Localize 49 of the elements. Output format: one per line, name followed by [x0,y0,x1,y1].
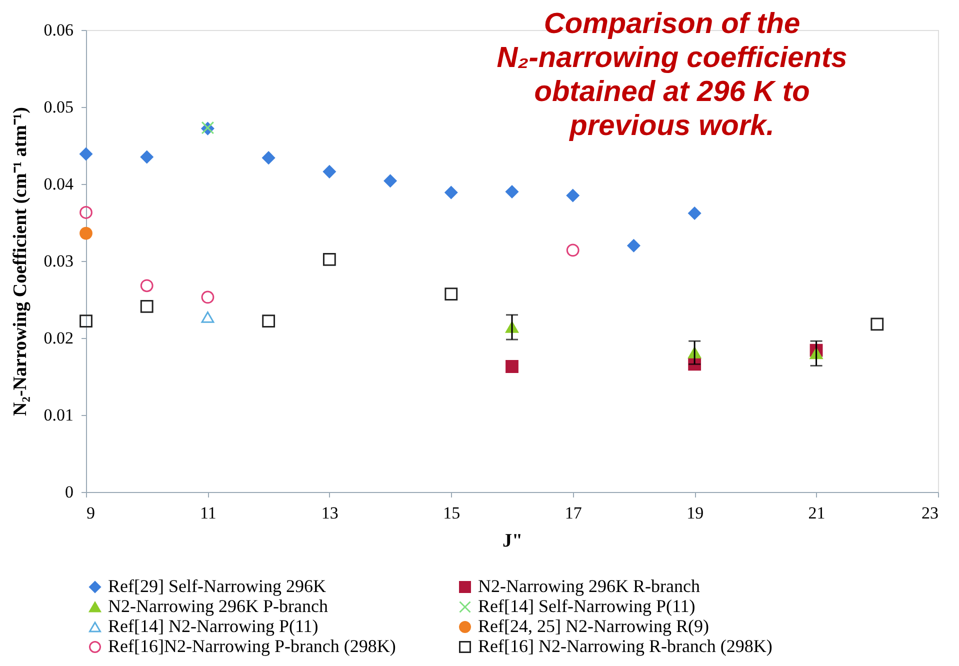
legend-label: Ref[14] Self-Narrowing P(11) [478,596,696,616]
point [506,185,518,198]
point [566,189,580,202]
legend-label: Ref[14] N2-Narrowing P(11) [108,616,318,636]
x-axis-title: J" [502,530,523,552]
point [80,226,92,240]
point [444,186,458,199]
point [384,174,397,188]
y-tick-label: 0.02 [44,328,74,348]
point [80,314,92,328]
y-axis-title: N₂-Narrowing Coefficient (cm⁻¹ atm⁻¹) [10,107,31,416]
x-tick-label: 15 [443,504,460,522]
x-tick-label: 19 [686,504,704,522]
point [870,318,884,331]
y-tick-label: 0.01 [44,406,74,424]
x-tick-label: 21 [808,504,826,522]
point [80,206,92,219]
x-tick-label: 17 [564,504,582,522]
point [140,279,154,292]
point [322,253,336,266]
x-tick-label: 23 [922,504,938,522]
point [201,312,214,323]
point [80,148,92,160]
legend-label: N2-Narrowing 296K R-branch [478,576,700,596]
point [566,244,580,257]
text: Comparison of the N₂-narrowing coefficients obtained at 296 K to previous work. [496,8,848,142]
point [506,360,518,373]
y-tick-label: 0.06 [44,20,74,40]
point [201,290,214,304]
y-tick-label: 0.04 [44,174,74,194]
point [444,288,458,301]
point [262,314,276,328]
y-tick-label: 0.05 [44,98,74,116]
y-tick-label: 0.03 [44,252,74,270]
point [140,150,154,164]
point [627,239,640,252]
x-tick-label: 11 [200,504,216,522]
legend-label: Ref[29] Self-Narrowing 296K [108,576,326,596]
legend-label: Ref[16] N2-Narrowing R-branch (298K) [478,636,772,656]
point [140,300,154,313]
point [322,165,336,178]
legend-label: Ref[16]N2-Narrowing P-branch (298K) [108,636,396,656]
legend-label: N2-Narrowing 296K P-branch [108,596,328,616]
x-tick-label: 13 [321,504,338,522]
legend-label: Ref[24, 25] N2-Narrowing R(9) [478,616,709,636]
y-tick-label: 0 [65,482,74,502]
point [262,151,276,164]
point [688,206,702,220]
x-tick-label: 9 [86,504,95,522]
